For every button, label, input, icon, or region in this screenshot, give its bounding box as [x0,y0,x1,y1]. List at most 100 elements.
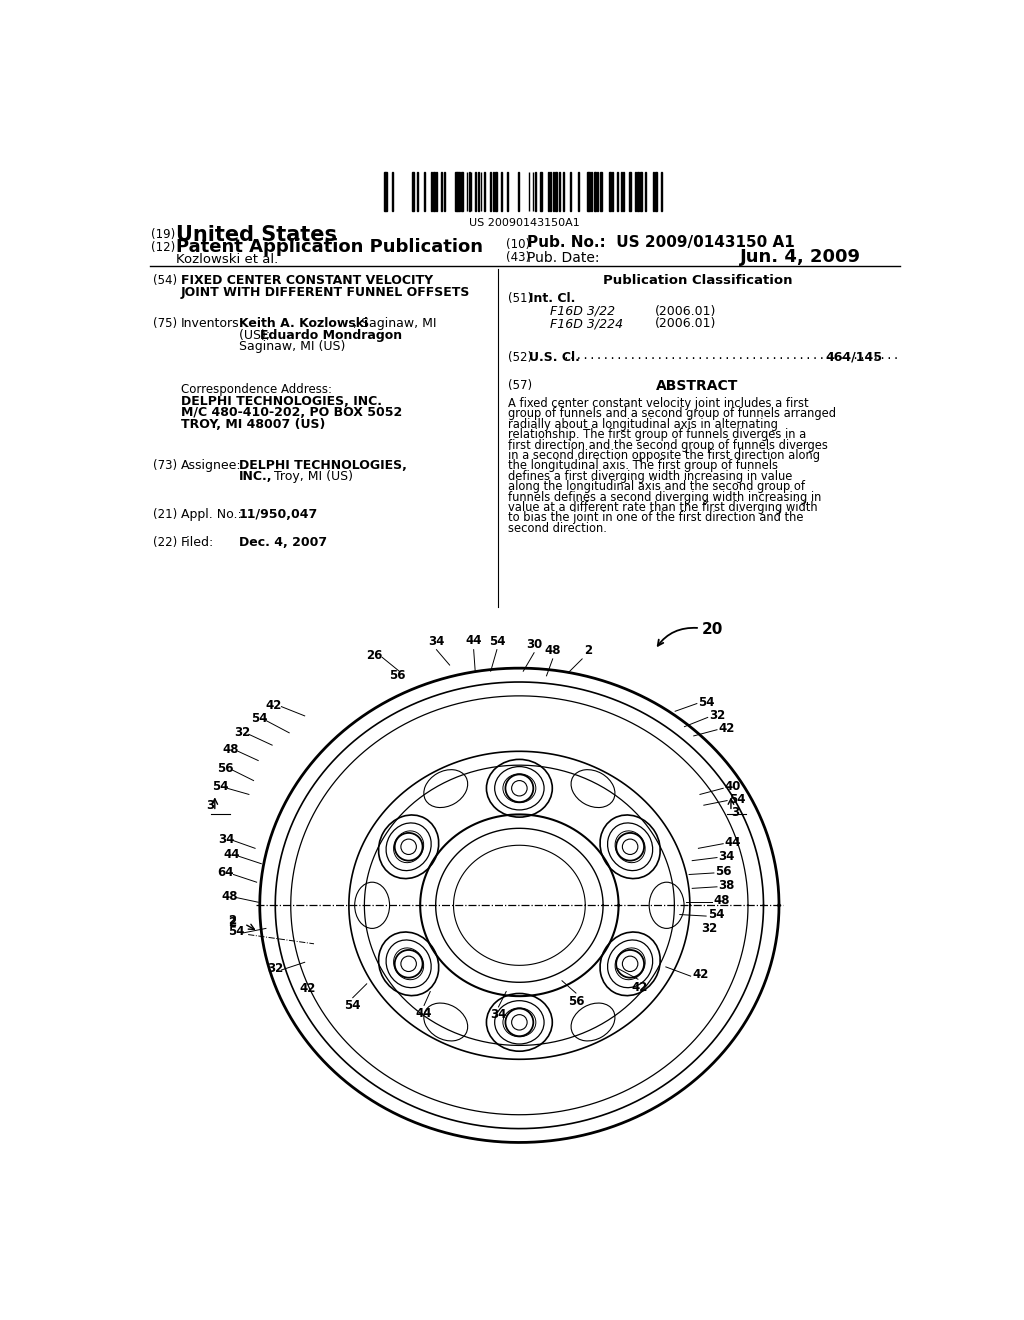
Text: along the longitudinal axis and the second group of: along the longitudinal axis and the seco… [508,480,805,494]
Bar [597,172,598,211]
Text: 40: 40 [725,780,741,793]
Text: JOINT WITH DIFFERENT FUNNEL OFFSETS: JOINT WITH DIFFERENT FUNNEL OFFSETS [180,286,470,300]
Text: ABSTRACT: ABSTRACT [656,379,738,392]
Text: 54: 54 [488,635,505,648]
Text: 42: 42 [300,982,316,995]
Bar [461,172,463,211]
Bar [608,172,611,211]
Text: DELPHI TECHNOLOGIES, INC.: DELPHI TECHNOLOGIES, INC. [180,395,382,408]
Bar [635,172,636,211]
Text: 32: 32 [266,962,283,975]
Text: 48: 48 [545,644,561,657]
Text: (22): (22) [153,536,177,549]
Text: in a second direction opposite the first direction along: in a second direction opposite the first… [508,449,820,462]
Text: TROY, MI 48007 (US): TROY, MI 48007 (US) [180,418,325,430]
Text: (19): (19) [152,227,175,240]
Text: 48: 48 [221,890,238,903]
Text: F16D 3/224: F16D 3/224 [550,317,624,330]
Text: funnels defines a second diverging width increasing in: funnels defines a second diverging width… [508,491,821,504]
Text: 42: 42 [692,968,709,981]
Text: 42: 42 [632,981,648,994]
Text: M/C 480-410-202, PO BOX 5052: M/C 480-410-202, PO BOX 5052 [180,407,402,420]
Text: 2: 2 [585,644,593,657]
Bar [541,172,542,211]
Text: 56: 56 [567,995,585,1007]
Text: 48: 48 [222,743,239,756]
Bar [611,172,613,211]
Bar [655,172,657,211]
Text: Troy, MI (US): Troy, MI (US) [270,470,353,483]
Text: Appl. No.:: Appl. No.: [180,508,242,521]
Text: 42: 42 [719,722,735,735]
Text: the longitudinal axis. The first group of funnels: the longitudinal axis. The first group o… [508,459,778,473]
Text: Keith A. Kozlowski: Keith A. Kozlowski [239,317,368,330]
Text: (2006.01): (2006.01) [655,317,717,330]
Text: ..................................................: ........................................… [562,351,899,360]
Text: 32: 32 [701,921,718,935]
Text: 54: 54 [344,999,361,1012]
Bar [458,172,460,211]
Text: 48: 48 [714,894,730,907]
Bar [432,172,435,211]
Bar [600,172,601,211]
Text: US 20090143150A1: US 20090143150A1 [469,218,581,228]
Text: (10): (10) [506,238,530,251]
Bar [589,172,590,211]
Bar [637,172,639,211]
Text: Pub. Date:: Pub. Date: [527,251,600,265]
Bar [640,172,642,211]
Text: 464/145: 464/145 [825,351,883,364]
Text: 44: 44 [223,847,240,861]
Bar [496,172,497,211]
Text: Filed:: Filed: [180,536,214,549]
Text: 56: 56 [716,865,732,878]
Bar [455,172,457,211]
Bar [630,172,631,211]
Text: 64: 64 [217,866,233,879]
Text: 54: 54 [227,925,245,939]
Text: INC.,: INC., [239,470,272,483]
Text: Publication Classification: Publication Classification [603,275,793,286]
Text: 56: 56 [389,669,406,682]
Text: 44: 44 [416,1007,432,1020]
Text: 2: 2 [228,916,237,929]
Text: Patent Application Publication: Patent Application Publication [176,238,483,256]
Text: (43): (43) [506,251,530,264]
Text: 42: 42 [265,698,282,711]
Text: , Saginaw, MI: , Saginaw, MI [352,317,436,330]
Text: 2: 2 [228,915,237,927]
Text: 32: 32 [234,726,251,739]
Text: F16D 3/22: F16D 3/22 [550,305,615,318]
Text: 56: 56 [217,762,233,775]
Text: 54: 54 [698,696,715,709]
Text: 38: 38 [719,879,735,892]
Text: 44: 44 [465,635,482,647]
Text: 3: 3 [207,799,215,812]
Text: radially about a longitudinal axis in alternating: radially about a longitudinal axis in al… [508,418,777,430]
Text: (21): (21) [153,508,177,521]
Text: Int. Cl.: Int. Cl. [529,293,575,305]
Text: (75): (75) [153,317,177,330]
Text: (57): (57) [508,379,531,392]
Text: 54: 54 [708,908,724,921]
Text: 20: 20 [701,622,723,638]
Text: (52): (52) [508,351,531,364]
Text: (2006.01): (2006.01) [655,305,717,318]
Text: 54: 54 [729,792,745,805]
Bar [412,172,414,211]
Text: value at a different rate than the first diverging width: value at a different rate than the first… [508,502,817,513]
Text: 54: 54 [251,713,267,726]
Text: 54: 54 [212,780,228,793]
Text: 26: 26 [366,648,382,661]
Text: DELPHI TECHNOLOGIES,: DELPHI TECHNOLOGIES, [239,459,407,471]
Bar [555,172,557,211]
Text: United States: United States [176,224,337,244]
Text: Pub. No.:  US 2009/0143150 A1: Pub. No.: US 2009/0143150 A1 [527,235,795,251]
Text: Correspondence Address:: Correspondence Address: [180,383,332,396]
Text: 3: 3 [731,807,739,820]
Text: (54): (54) [153,275,177,286]
Text: 30: 30 [526,638,543,651]
Text: 11/950,047: 11/950,047 [239,508,318,521]
Text: Eduardo Mondragon: Eduardo Mondragon [260,329,401,342]
Text: (US);: (US); [239,329,274,342]
